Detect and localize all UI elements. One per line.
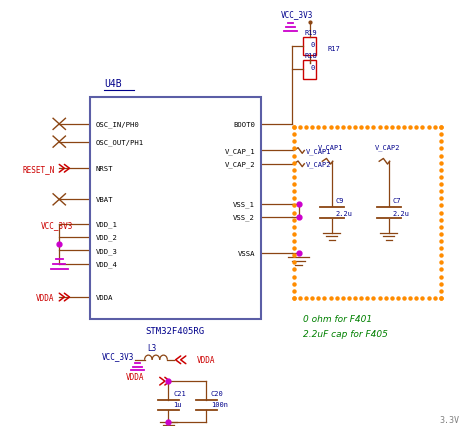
Text: 0: 0 [310, 65, 315, 71]
Text: 0: 0 [310, 41, 315, 47]
Text: R19: R19 [305, 30, 318, 36]
Bar [303, 61, 316, 80]
Text: VCC_3V3: VCC_3V3 [41, 220, 73, 229]
Text: R18: R18 [305, 53, 318, 59]
Text: U4B: U4B [104, 79, 122, 89]
Text: RESET_N: RESET_N [22, 164, 55, 173]
Text: C9: C9 [336, 197, 344, 203]
Text: VSSA: VSSA [237, 250, 255, 256]
Text: VSS_1: VSS_1 [233, 201, 255, 207]
Text: V_CAP1: V_CAP1 [306, 148, 332, 155]
Text: NRST: NRST [96, 166, 113, 172]
Text: C21: C21 [173, 390, 186, 396]
Text: 1u: 1u [173, 400, 182, 406]
Text: VDDA: VDDA [197, 355, 215, 365]
Text: VDD_2: VDD_2 [96, 234, 118, 241]
Text: 3.3V: 3.3V [440, 415, 460, 424]
Text: R17: R17 [327, 46, 340, 52]
Text: C20: C20 [211, 390, 224, 396]
Text: V_CAP2: V_CAP2 [374, 144, 400, 151]
Text: VDD_4: VDD_4 [96, 261, 118, 268]
Text: V_CAP_1: V_CAP_1 [224, 148, 255, 155]
Text: VDDA: VDDA [36, 293, 55, 302]
Bar [303, 37, 316, 56]
Text: VBAT: VBAT [96, 197, 113, 203]
Text: V_CAP2: V_CAP2 [306, 161, 332, 168]
Text: V_CAP_2: V_CAP_2 [224, 161, 255, 168]
Text: V_CAP1: V_CAP1 [318, 144, 343, 151]
Text: VDD_1: VDD_1 [96, 221, 118, 227]
Text: VDD_3: VDD_3 [96, 248, 118, 254]
Bar [90, 98, 261, 320]
Text: BOOT0: BOOT0 [233, 121, 255, 127]
Text: C7: C7 [392, 197, 401, 203]
Text: OSC_OUT/PH1: OSC_OUT/PH1 [96, 139, 144, 146]
Text: STM32F405RG: STM32F405RG [146, 326, 205, 335]
Text: VCC_3V3: VCC_3V3 [281, 10, 313, 19]
Text: VDDA: VDDA [126, 372, 144, 381]
Text: 0 ohm for F401: 0 ohm for F401 [303, 315, 373, 324]
Text: VDDA: VDDA [96, 294, 113, 300]
Text: L3: L3 [147, 344, 156, 353]
Text: 2.2uF cap for F405: 2.2uF cap for F405 [303, 330, 388, 339]
Text: 100n: 100n [211, 400, 228, 406]
Text: VSS_2: VSS_2 [233, 214, 255, 221]
Text: 2.2u: 2.2u [336, 210, 353, 216]
Text: 2.2u: 2.2u [392, 210, 410, 216]
Text: VCC_3V3: VCC_3V3 [102, 351, 134, 360]
Text: OSC_IN/PH0: OSC_IN/PH0 [96, 121, 139, 128]
